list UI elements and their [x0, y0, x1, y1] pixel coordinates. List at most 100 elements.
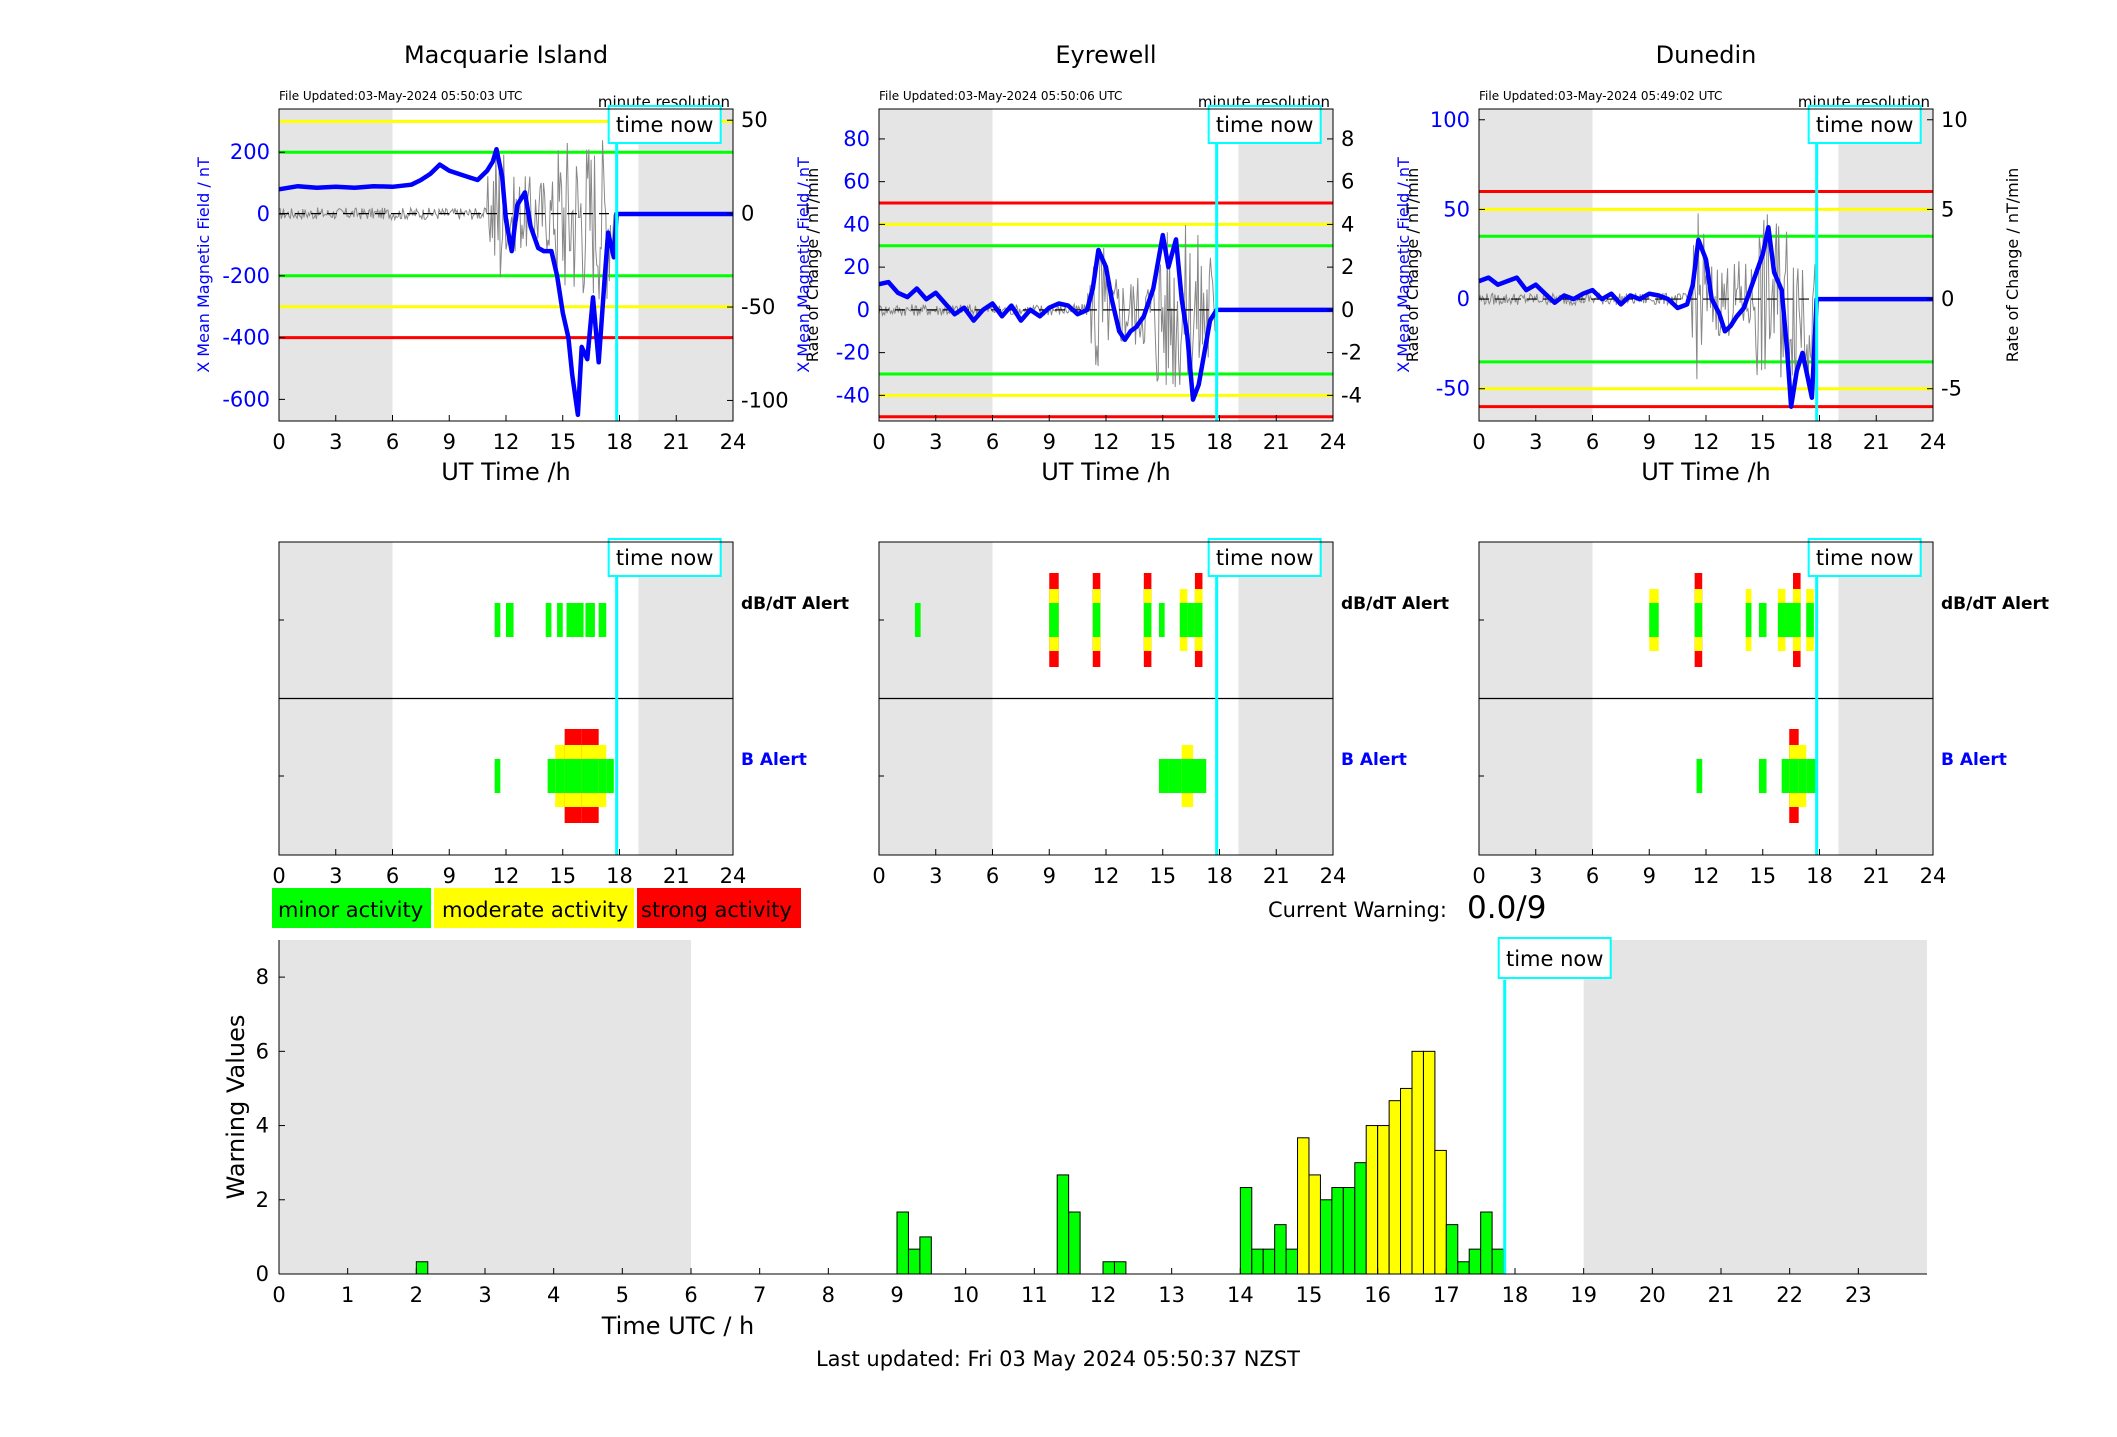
night-shade — [1479, 109, 1593, 421]
warning-y-tick-label: 6 — [256, 1039, 269, 1063]
warning-x-tick-label: 14 — [1227, 1283, 1254, 1307]
x-tick-label: 0 — [1472, 430, 1485, 454]
warning-x-tick-label: 4 — [547, 1283, 560, 1307]
warning-y-axis-label: Warning Values — [222, 1015, 250, 1200]
warning-x-tick-label: 15 — [1296, 1283, 1323, 1307]
activity-legend: minor activity moderate activity strong … — [272, 888, 801, 928]
x-tick-label: 24 — [720, 430, 747, 454]
b-alert-bar-level-1 — [1168, 759, 1182, 793]
warning-y-tick-label: 0 — [256, 1262, 269, 1286]
warning-bar-green — [1068, 1211, 1081, 1275]
right-tick-label: 6 — [1341, 170, 1354, 194]
x-tick-label: 15 — [549, 430, 576, 454]
x-tick-label: 21 — [1863, 430, 1890, 454]
warning-bar-green — [919, 1236, 932, 1275]
station-title: Eyrewell — [1055, 41, 1156, 69]
file-updated-text: File Updated:03-May-2024 05:50:03 UTC — [279, 89, 522, 103]
alert-x-tick-label: 3 — [1529, 864, 1542, 888]
b-alert-bar-level-1 — [1696, 759, 1703, 793]
warning-bar-green — [1056, 1174, 1070, 1275]
b-alert-label: B Alert — [1341, 750, 1407, 770]
dbdt-alert-label: dB/dT Alert — [1941, 594, 2049, 614]
dbdt-alert-bar-level-1 — [1179, 603, 1188, 637]
right-tick-label: 2 — [1341, 255, 1354, 279]
dbdt-alert-bar-level-1 — [1793, 603, 1801, 637]
warning-bar-yellow — [1434, 1149, 1447, 1275]
warning-x-tick-label: 8 — [822, 1283, 835, 1307]
dbdt-alert-bar-level-1 — [1158, 603, 1165, 637]
station-panels: Macquarie Island File Updated:03-May-2024… — [194, 41, 2049, 888]
x-tick-label: 24 — [1320, 430, 1347, 454]
warning-bar-green — [1285, 1248, 1299, 1275]
dbdt-alert-bar-level-1 — [1049, 603, 1059, 637]
b-alert-bar-level-1 — [555, 759, 565, 793]
time-now-label: time now — [616, 113, 713, 137]
alert-time-now-label: time now — [1216, 546, 1313, 570]
warning-bar-green — [1491, 1248, 1505, 1275]
left-tick-label: -200 — [222, 264, 270, 288]
warning-x-tick-label: 9 — [890, 1283, 903, 1307]
top-x-axis-label: UT Time /h — [1041, 458, 1171, 486]
alert-x-tick-label: 15 — [1749, 864, 1776, 888]
b-alert-bar-level-1 — [581, 759, 599, 793]
alert-time-now-box — [1807, 538, 1922, 577]
dbdt-alert-bar-level-1 — [494, 603, 501, 637]
alert-x-tick-label: 12 — [493, 864, 520, 888]
alert-x-tick-label: 24 — [1920, 864, 1947, 888]
x-tick-label: 24 — [1920, 430, 1947, 454]
x-tick-label: 6 — [386, 430, 399, 454]
left-tick-label: 40 — [843, 212, 870, 236]
alert-time-now-box — [607, 538, 722, 577]
alert-x-tick-label: 21 — [1263, 864, 1290, 888]
warning-bar-green — [1342, 1187, 1356, 1275]
warning-night-shade — [1583, 940, 1927, 1274]
warning-bar-green — [1251, 1248, 1264, 1275]
b-alert-bar-level-1 — [1781, 759, 1790, 793]
warning-bar-green — [907, 1248, 921, 1275]
right-tick-label: -4 — [1341, 383, 1362, 407]
x-tick-label: 21 — [1263, 430, 1290, 454]
x-tick-label: 18 — [1806, 430, 1833, 454]
dbdt-alert-bar-level-1 — [1758, 603, 1767, 637]
dbdt-alert-label: dB/dT Alert — [1341, 594, 1449, 614]
last-updated: Last updated: Fri 03 May 2024 05:50:37 N… — [816, 1347, 1300, 1371]
warning-bar-yellow — [1365, 1125, 1379, 1275]
alert-x-tick-label: 0 — [1472, 864, 1485, 888]
left-tick-label: -50 — [1436, 377, 1470, 401]
left-tick-label: -40 — [836, 383, 870, 407]
x-tick-label: 6 — [986, 430, 999, 454]
warning-y-tick-label: 8 — [256, 965, 269, 989]
dbdt-alert-bar-level-1 — [566, 603, 584, 637]
alert-x-tick-label: 6 — [1586, 864, 1599, 888]
alert-x-tick-label: 21 — [1863, 864, 1890, 888]
warning-time-now-label: time now — [1506, 947, 1603, 971]
left-y-axis-label: X Mean Magnetic Field / nT — [794, 157, 813, 373]
dbdt-alert-bar-level-1 — [1785, 603, 1794, 637]
right-y-axis-label: Rate of Change / nT/min — [2003, 168, 2022, 363]
right-y-axis-label: Rate of Change / nT/min — [1403, 168, 1422, 363]
right-tick-label: 50 — [741, 108, 768, 132]
top-x-axis-label: UT Time /h — [441, 458, 571, 486]
b-alert-bar-level-1 — [547, 759, 556, 793]
legend-strong-swatch — [637, 888, 801, 928]
x-tick-label: 9 — [1643, 430, 1656, 454]
station-title: Macquarie Island — [404, 41, 608, 69]
time-now-label: time now — [1216, 113, 1313, 137]
right-tick-label: 5 — [1941, 197, 1954, 221]
mean-field-line — [1478, 225, 1933, 409]
right-tick-label: 0 — [1941, 287, 1954, 311]
current-warning-value: 0.0/9 — [1467, 890, 1546, 926]
warning-x-tick-label: 11 — [1021, 1283, 1048, 1307]
alert-x-tick-label: 3 — [929, 864, 942, 888]
warning-night-shade — [279, 940, 691, 1274]
b-alert-bar-level-1 — [1758, 759, 1767, 793]
dbdt-alert-bar-level-1 — [1187, 603, 1195, 637]
top-x-axis-label: UT Time /h — [1641, 458, 1771, 486]
alert-x-tick-label: 12 — [1093, 864, 1120, 888]
legend-minor-label: minor activity — [278, 898, 423, 922]
left-tick-label: -20 — [836, 341, 870, 365]
x-tick-label: 0 — [272, 430, 285, 454]
rate-of-change-trace — [278, 140, 617, 300]
warning-x-tick-label: 22 — [1776, 1283, 1803, 1307]
warning-x-tick-label: 17 — [1433, 1283, 1460, 1307]
